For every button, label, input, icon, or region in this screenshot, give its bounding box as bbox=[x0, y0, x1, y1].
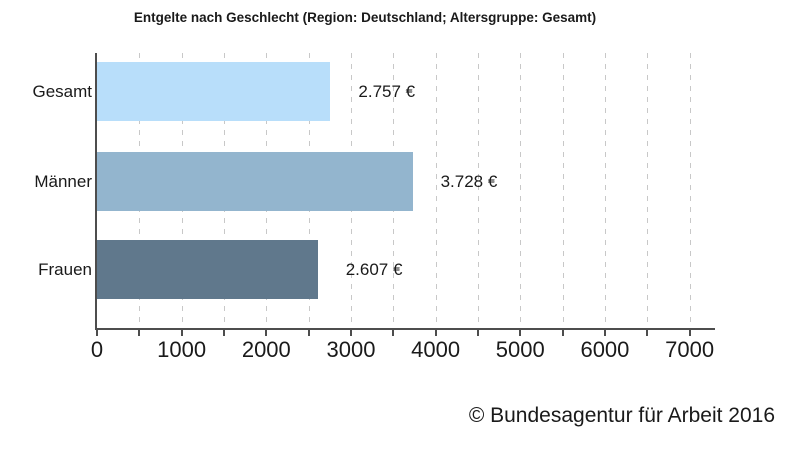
gridline bbox=[604, 53, 606, 328]
value-label: 2.607 € bbox=[345, 260, 403, 279]
x-tick-label: 0 bbox=[90, 337, 104, 362]
x-tick-label: 6000 bbox=[580, 337, 630, 362]
x-axis-tick bbox=[138, 330, 141, 336]
x-tick-label: 7000 bbox=[665, 337, 715, 362]
x-axis-tick bbox=[519, 330, 522, 336]
gridline bbox=[647, 53, 649, 328]
x-axis-tick bbox=[180, 330, 183, 336]
gridline bbox=[435, 53, 437, 328]
bar bbox=[97, 152, 413, 211]
x-tick-label: 3000 bbox=[326, 337, 376, 362]
x-axis-tick bbox=[96, 330, 98, 336]
x-tick-label: 4000 bbox=[411, 337, 461, 362]
gridline bbox=[689, 53, 691, 328]
category-label: Gesamt bbox=[32, 82, 92, 101]
bar bbox=[97, 240, 318, 299]
x-tick-label: 1000 bbox=[157, 337, 207, 362]
x-axis-tick bbox=[561, 330, 564, 336]
x-axis-tick bbox=[646, 330, 649, 336]
x-axis-tick bbox=[476, 330, 479, 336]
x-axis-tick bbox=[307, 330, 310, 336]
x-tick-label: 5000 bbox=[495, 337, 545, 362]
x-axis-tick bbox=[434, 330, 437, 336]
plot-area: 0 1000 2000 3000 4000 5000 6000 7000 Gesamt 2.757… bbox=[32, 53, 715, 362]
value-label: 3.728 € bbox=[440, 172, 498, 191]
x-axis-tick bbox=[349, 330, 352, 336]
bar bbox=[97, 62, 331, 121]
chart-title: Entgelte nach Geschlecht (Region: Deutsc… bbox=[133, 10, 597, 25]
gridline bbox=[520, 53, 522, 328]
value-label: 2.757 € bbox=[358, 82, 416, 101]
x-axis-tick bbox=[392, 330, 395, 336]
gridline bbox=[562, 53, 564, 328]
x-axis-line bbox=[95, 328, 715, 330]
x-axis-tick bbox=[688, 330, 691, 336]
gridline bbox=[477, 53, 479, 328]
category-label: Frauen bbox=[38, 260, 92, 279]
x-tick-label: 2000 bbox=[241, 337, 291, 362]
x-axis-tick bbox=[265, 330, 268, 336]
category-label: Männer bbox=[34, 172, 92, 191]
x-axis-tick bbox=[603, 330, 606, 336]
y-axis-line bbox=[95, 53, 97, 330]
copyright-text: © Bundesagentur für Arbeit 2016 bbox=[468, 404, 775, 427]
x-axis-tick bbox=[222, 330, 225, 336]
